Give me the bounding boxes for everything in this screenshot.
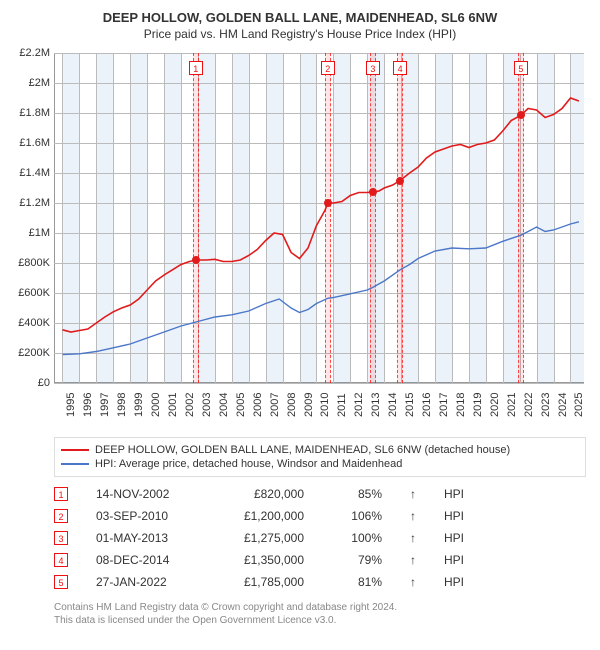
event-marker <box>192 256 200 264</box>
tx-arrow-icon: ↑ <box>410 509 416 523</box>
legend-row: DEEP HOLLOW, GOLDEN BALL LANE, MAIDENHEA… <box>61 444 579 456</box>
tx-flag: 5 <box>54 575 68 589</box>
tx-arrow-icon: ↑ <box>410 553 416 567</box>
footer-line2: This data is licensed under the Open Gov… <box>54 614 586 627</box>
tx-price: £1,200,000 <box>224 509 304 523</box>
tx-date: 14-NOV-2002 <box>96 487 196 501</box>
tx-suffix: HPI <box>444 509 464 523</box>
tx-price: £1,785,000 <box>224 575 304 589</box>
series-hpi <box>63 222 579 355</box>
tx-pct: 79% <box>332 553 382 567</box>
tx-arrow-icon: ↑ <box>410 531 416 545</box>
event-marker <box>369 188 377 196</box>
tx-pct: 106% <box>332 509 382 523</box>
tx-date: 27-JAN-2022 <box>96 575 196 589</box>
tx-suffix: HPI <box>444 575 464 589</box>
tx-flag: 1 <box>54 487 68 501</box>
tx-pct: 100% <box>332 531 382 545</box>
series-property <box>63 98 579 332</box>
legend-row: HPI: Average price, detached house, Wind… <box>61 458 579 470</box>
price-chart: £0£200K£400K£600K£800K£1M£1.2M£1.4M£1.6M… <box>8 47 592 427</box>
tx-pct: 85% <box>332 487 382 501</box>
tx-price: £820,000 <box>224 487 304 501</box>
tx-date: 08-DEC-2014 <box>96 553 196 567</box>
event-marker <box>324 199 332 207</box>
event-marker <box>517 111 525 119</box>
chart-title-address: DEEP HOLLOW, GOLDEN BALL LANE, MAIDENHEA… <box>8 10 592 25</box>
legend-label: DEEP HOLLOW, GOLDEN BALL LANE, MAIDENHEA… <box>95 444 510 456</box>
transaction-row: 4 08-DEC-2014 £1,350,000 79% ↑ HPI <box>54 553 586 567</box>
tx-date: 01-MAY-2013 <box>96 531 196 545</box>
transaction-row: 5 27-JAN-2022 £1,785,000 81% ↑ HPI <box>54 575 586 589</box>
tx-price: £1,350,000 <box>224 553 304 567</box>
tx-flag: 4 <box>54 553 68 567</box>
legend-swatch <box>61 449 89 451</box>
transaction-row: 2 03-SEP-2010 £1,200,000 106% ↑ HPI <box>54 509 586 523</box>
event-marker <box>396 177 404 185</box>
transaction-row: 1 14-NOV-2002 £820,000 85% ↑ HPI <box>54 487 586 501</box>
tx-pct: 81% <box>332 575 382 589</box>
transaction-table: 1 14-NOV-2002 £820,000 85% ↑ HPI 2 03-SEP-2010 £… <box>54 487 586 589</box>
tx-flag: 2 <box>54 509 68 523</box>
legend-label: HPI: Average price, detached house, Wind… <box>95 458 402 470</box>
tx-arrow-icon: ↑ <box>410 575 416 589</box>
tx-suffix: HPI <box>444 553 464 567</box>
legend-swatch <box>61 463 89 465</box>
tx-arrow-icon: ↑ <box>410 487 416 501</box>
footer-line1: Contains HM Land Registry data © Crown c… <box>54 601 586 614</box>
tx-price: £1,275,000 <box>224 531 304 545</box>
legend: DEEP HOLLOW, GOLDEN BALL LANE, MAIDENHEA… <box>54 437 586 477</box>
tx-date: 03-SEP-2010 <box>96 509 196 523</box>
tx-flag: 3 <box>54 531 68 545</box>
tx-suffix: HPI <box>444 531 464 545</box>
footer-attribution: Contains HM Land Registry data © Crown c… <box>54 601 586 627</box>
tx-suffix: HPI <box>444 487 464 501</box>
transaction-row: 3 01-MAY-2013 £1,275,000 100% ↑ HPI <box>54 531 586 545</box>
chart-title-sub: Price paid vs. HM Land Registry's House … <box>8 27 592 41</box>
